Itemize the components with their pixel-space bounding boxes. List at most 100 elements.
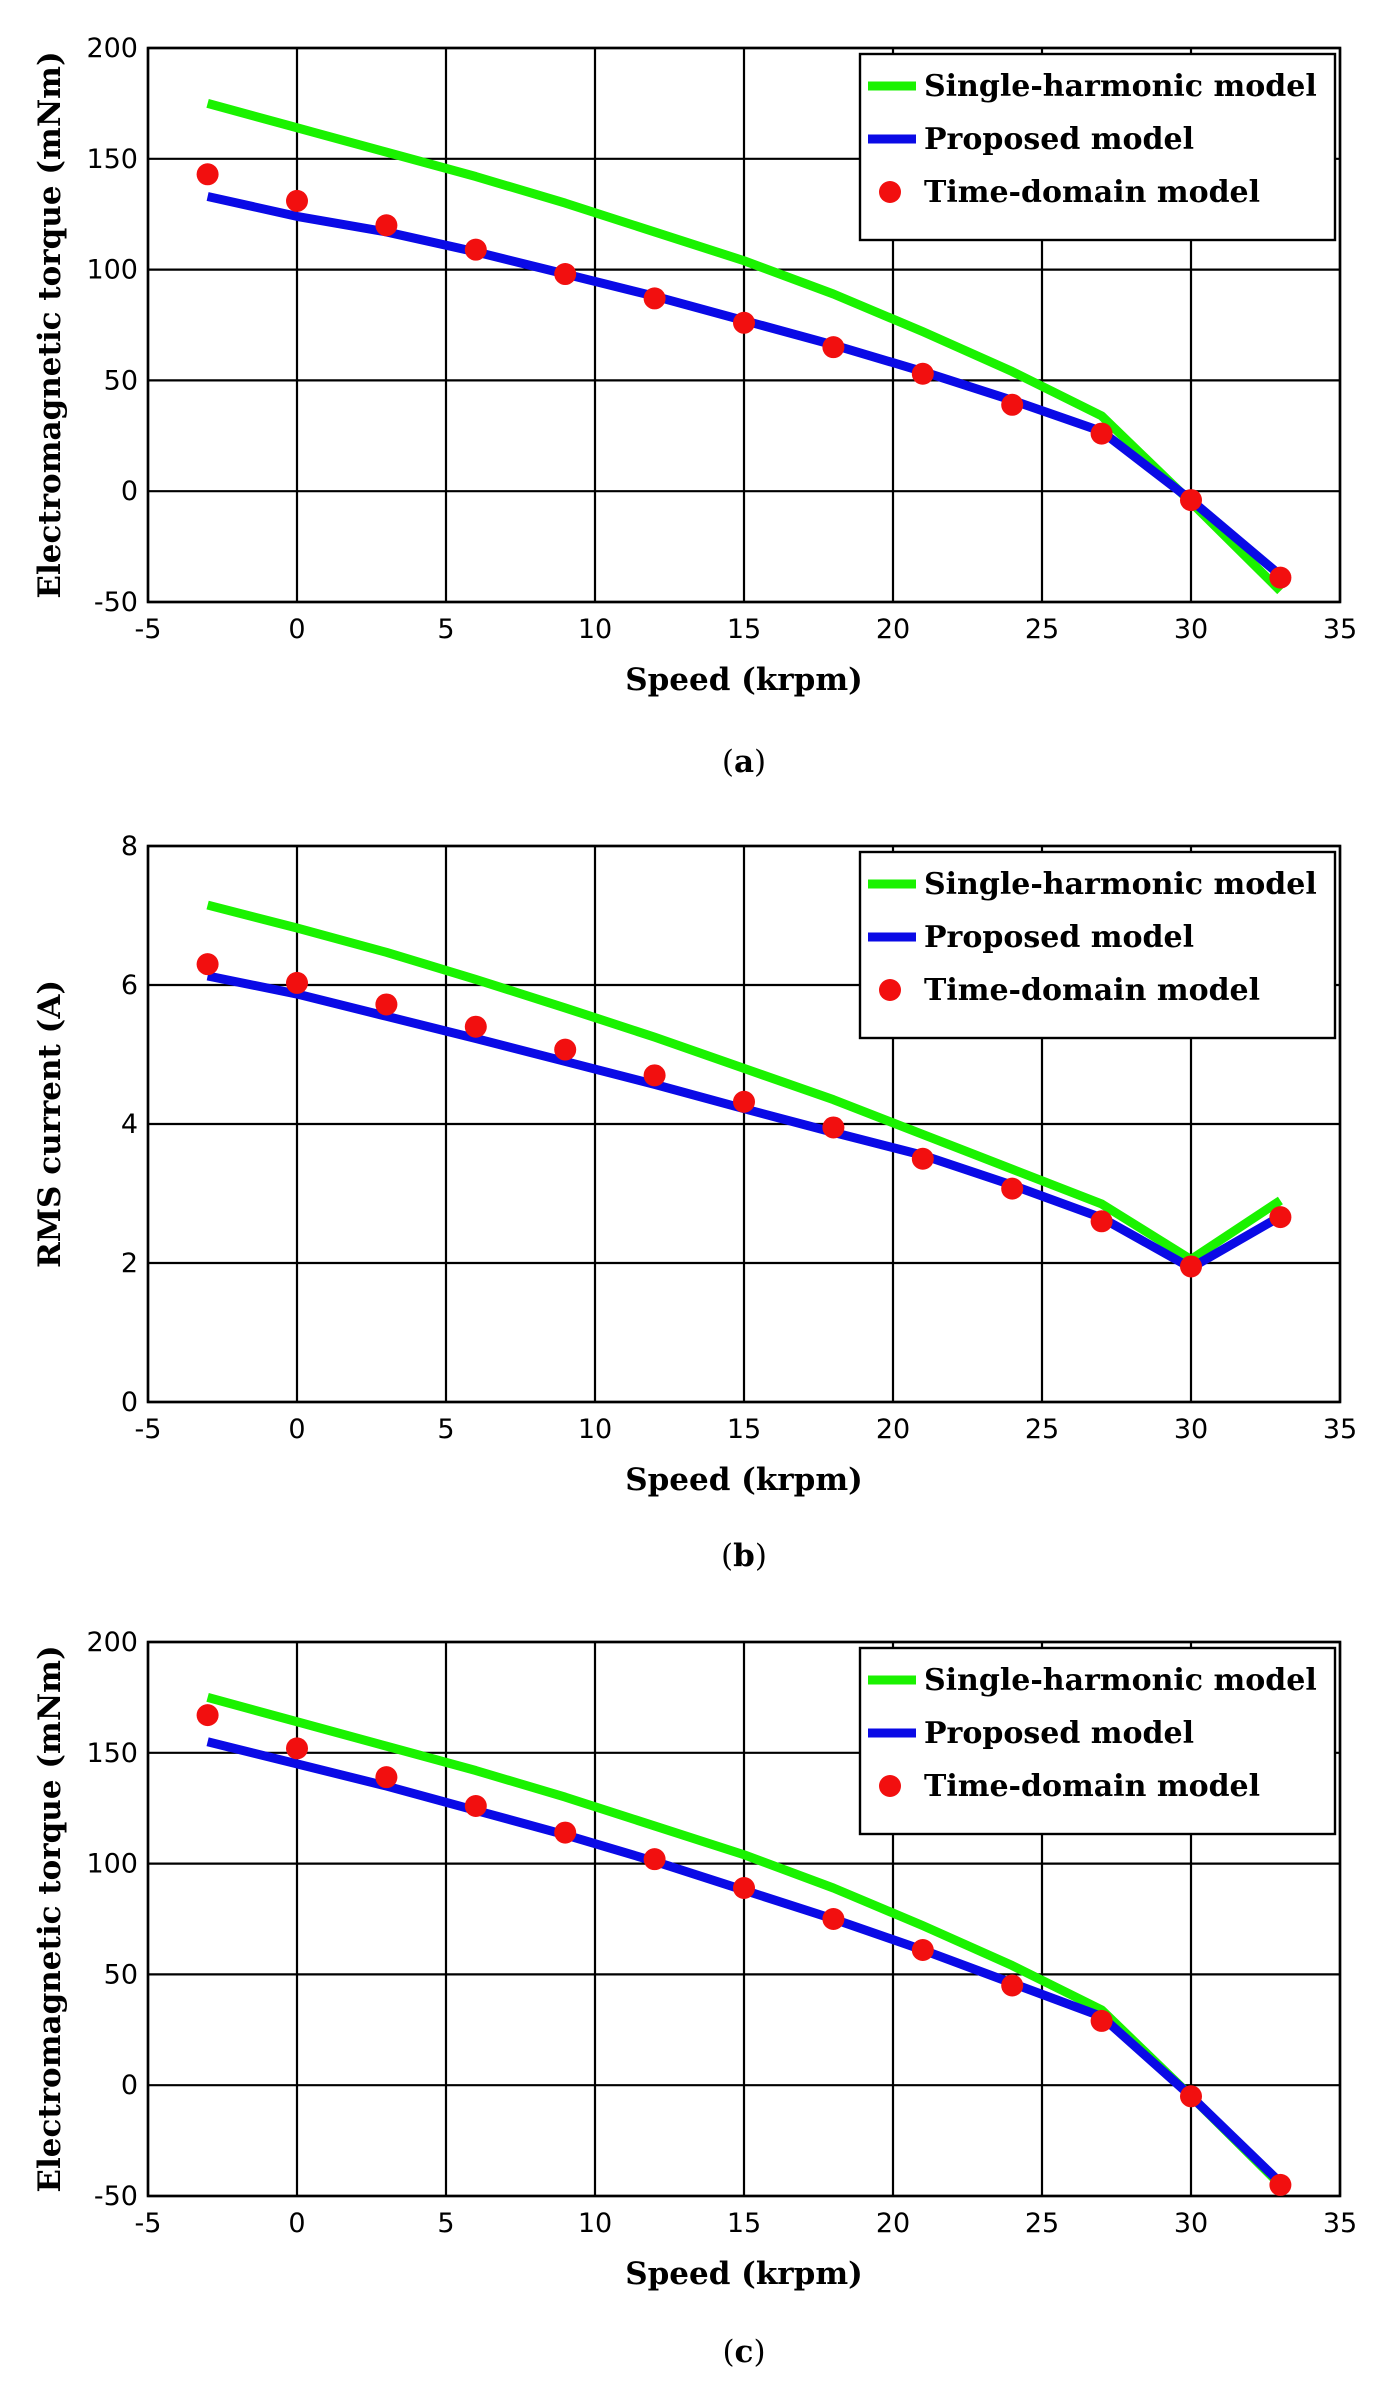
data-point-time-domain-model [554, 1821, 577, 1844]
x-tick-label: 20 [876, 2208, 910, 2239]
panel-caption: (a) [722, 744, 766, 780]
panel-caption-letter: a [734, 744, 754, 780]
data-point-time-domain-model [1090, 422, 1113, 445]
data-point-time-domain-model [554, 1038, 577, 1061]
data-point-time-domain-model [643, 1064, 666, 1087]
data-point-time-domain-model [286, 189, 308, 212]
data-point-time-domain-model [464, 1794, 487, 1817]
x-tick-label: 30 [1174, 2208, 1208, 2239]
legend-label: Single-harmonic model [924, 1663, 1317, 1698]
y-tick-label: 6 [121, 970, 138, 1001]
data-point-time-domain-model [1180, 489, 1202, 512]
data-point-time-domain-model [286, 1737, 308, 1760]
data-point-time-domain-model [554, 263, 577, 286]
legend-swatch-marker [879, 979, 901, 1001]
x-tick-label: 0 [288, 614, 305, 645]
data-point-time-domain-model [1269, 566, 1292, 589]
data-point-time-domain-model [1269, 1206, 1292, 1229]
y-tick-label: 100 [86, 1849, 138, 1880]
x-tick-label: 25 [1025, 614, 1059, 645]
legend: Single-harmonic model Proposed model Time-… [858, 1646, 1337, 1836]
x-axis-label: Speed (krpm) [625, 1462, 863, 1498]
data-point-time-domain-model [464, 1015, 487, 1038]
data-point-time-domain-model [822, 1116, 845, 1139]
data-point-time-domain-model [375, 1766, 398, 1789]
x-tick-label: 35 [1323, 614, 1357, 645]
y-tick-label: -50 [94, 587, 138, 618]
x-tick-label: 10 [578, 2208, 612, 2239]
data-point-time-domain-model [733, 1876, 755, 1899]
data-point-time-domain-model [196, 953, 219, 976]
data-point-time-domain-model [911, 1939, 934, 1962]
plot-frame [146, 46, 1342, 604]
data-point-time-domain-model [1180, 1255, 1202, 1278]
y-tick-label: 0 [121, 2070, 138, 2101]
y-axis-label: Electromagnetic torque (mNm) [32, 1645, 68, 2192]
data-point-time-domain-model [643, 287, 666, 310]
legend-label: Single-harmonic model [924, 867, 1317, 902]
y-tick-label: 50 [104, 365, 138, 396]
x-tick-label: -5 [135, 1414, 162, 1445]
legend-swatch-marker [879, 1775, 901, 1797]
y-tick-label: 150 [86, 1738, 138, 1769]
x-tick-label: 10 [578, 614, 612, 645]
data-point-time-domain-model [1001, 1177, 1024, 1200]
x-tick-label: 20 [876, 614, 910, 645]
y-tick-label: 200 [86, 1627, 138, 1658]
x-tick-label: 35 [1323, 1414, 1357, 1445]
x-tick-label: -5 [135, 614, 162, 645]
x-tick-label: 5 [437, 1414, 454, 1445]
legend-label: Single-harmonic model [924, 69, 1317, 104]
y-tick-label: 50 [104, 1959, 138, 1990]
legend-label: Time-domain model [924, 1769, 1260, 1804]
x-tick-label: 35 [1323, 2208, 1357, 2239]
x-axis-label: Speed (krpm) [625, 2256, 863, 2292]
data-point-time-domain-model [733, 1090, 755, 1113]
data-point-time-domain-model [196, 163, 219, 186]
data-point-time-domain-model [911, 362, 934, 385]
x-tick-label: 10 [578, 1414, 612, 1445]
data-point-time-domain-model [1001, 1974, 1024, 1997]
x-tick-label: 25 [1025, 1414, 1059, 1445]
data-point-time-domain-model [643, 1848, 666, 1871]
legend-swatch-marker [879, 181, 901, 203]
y-axis-label: Electromagnetic torque (mNm) [32, 51, 68, 598]
data-point-time-domain-model [1090, 1210, 1113, 1233]
y-tick-label: 2 [121, 1248, 138, 1279]
x-tick-label: 30 [1174, 614, 1208, 645]
plot-frame [146, 844, 1342, 1404]
x-tick-label: 20 [876, 1414, 910, 1445]
data-point-time-domain-model [1090, 2009, 1113, 2032]
data-point-time-domain-model [822, 336, 845, 359]
y-tick-label: 100 [86, 255, 138, 286]
panel-caption: (c) [722, 2334, 765, 2370]
data-point-time-domain-model [1269, 2173, 1292, 2196]
data-point-time-domain-model [464, 238, 487, 261]
y-tick-label: -50 [94, 2181, 138, 2212]
data-point-time-domain-model [286, 971, 308, 994]
data-point-time-domain-model [1180, 2085, 1202, 2108]
legend-box [858, 52, 1337, 242]
series-line-single-harmonic-model [206, 900, 1283, 1265]
y-tick-label: 150 [86, 144, 138, 175]
data-point-time-domain-model [1001, 393, 1024, 416]
x-tick-label: -5 [135, 2208, 162, 2239]
legend: Single-harmonic model Proposed model Time-… [858, 850, 1337, 1040]
data-point-time-domain-model [733, 311, 755, 334]
legend-label: Time-domain model [924, 175, 1260, 210]
panel-caption-letter: b [733, 1538, 755, 1574]
x-tick-label: 15 [727, 614, 761, 645]
data-point-time-domain-model [822, 1908, 845, 1930]
data-point-time-domain-model [375, 214, 398, 237]
legend-label: Proposed model [924, 920, 1194, 955]
panel-caption-letter: c [735, 2334, 754, 2370]
x-axis-label: Speed (krpm) [625, 662, 863, 698]
y-tick-label: 4 [121, 1109, 138, 1140]
series-line-single-harmonic-model [206, 1693, 1284, 2189]
data-point-time-domain-model [375, 993, 398, 1016]
legend-label: Proposed model [924, 122, 1194, 157]
legend-box [858, 1646, 1337, 1836]
y-tick-label: 8 [121, 831, 138, 862]
